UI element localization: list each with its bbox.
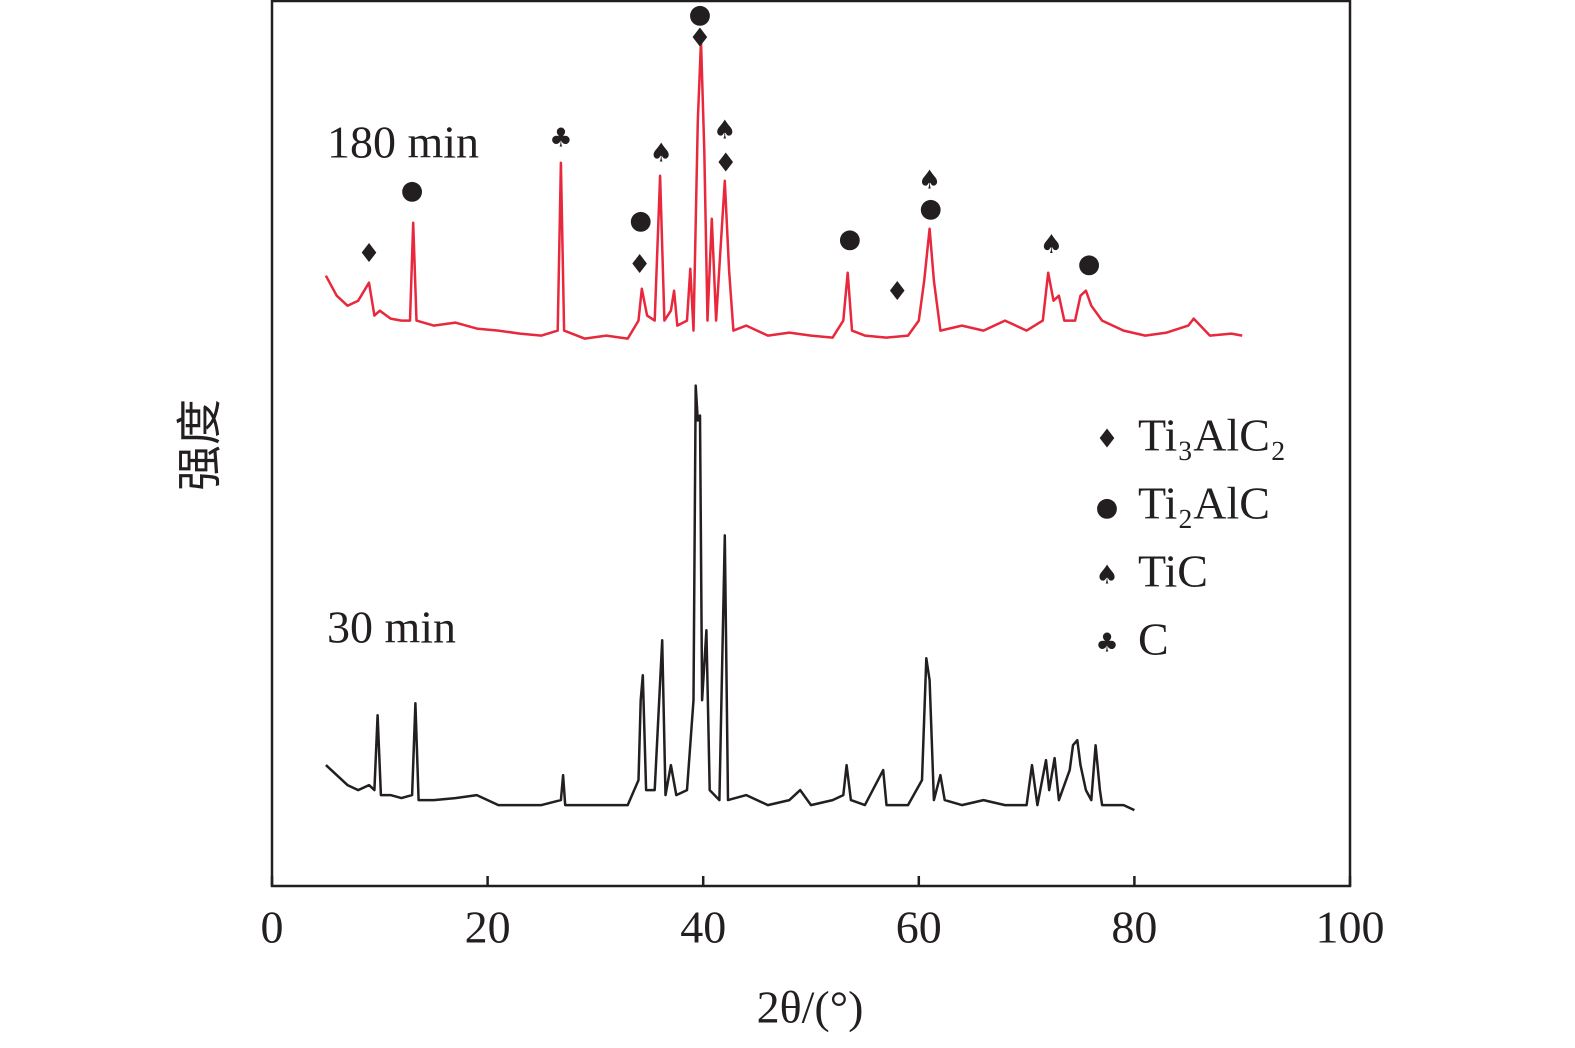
legend-label: TiC [1138,546,1208,597]
peak-marker: ● [838,224,861,254]
legend-label: C [1138,614,1169,665]
peak-marker: ♦ [357,239,380,269]
peak-marker: ♠ [713,115,736,145]
x-tick-label: 0 [261,902,284,953]
series-label: 180 min [327,117,479,168]
x-tick-label: 100 [1316,902,1385,953]
peak-marker: ♦ [714,148,737,178]
legend-symbol: ♣ [1095,629,1118,659]
peak-marker: ● [919,193,942,223]
peak-marker: ● [629,205,652,235]
peak-marker: ♠ [1040,230,1063,260]
plot-frame [270,0,1352,888]
series-line [325,384,1135,812]
peak-marker: ● [1078,249,1101,279]
series-line [324,39,1243,340]
x-tick-label: 60 [896,902,942,953]
peak-marker: ♠ [918,165,941,195]
legend-symbol: ♦ [1095,425,1118,455]
x-tick-label: 20 [465,902,511,953]
x-tick-label: 80 [1111,902,1157,953]
x-tick-label: 40 [680,902,726,953]
legend-symbol: ● [1096,493,1119,523]
peak-marker: ♦ [886,277,909,307]
peak-marker: ♦ [688,23,711,53]
series-label: 30 min [327,602,456,653]
peak-marker: ♣ [549,123,572,153]
x-axis-label: 2θ/(°) [757,982,864,1033]
legend-label: Ti₃AlC₂ [1138,410,1286,461]
y-axis-label: 强度 [175,399,226,491]
peak-marker: ● [401,175,424,205]
peak-marker: ● [689,0,712,29]
peak-marker: ♦ [628,250,651,280]
peak-marker: ♠ [650,138,673,168]
legend-symbol: ♠ [1095,561,1118,591]
legend-label: Ti₂AlC [1138,478,1270,529]
